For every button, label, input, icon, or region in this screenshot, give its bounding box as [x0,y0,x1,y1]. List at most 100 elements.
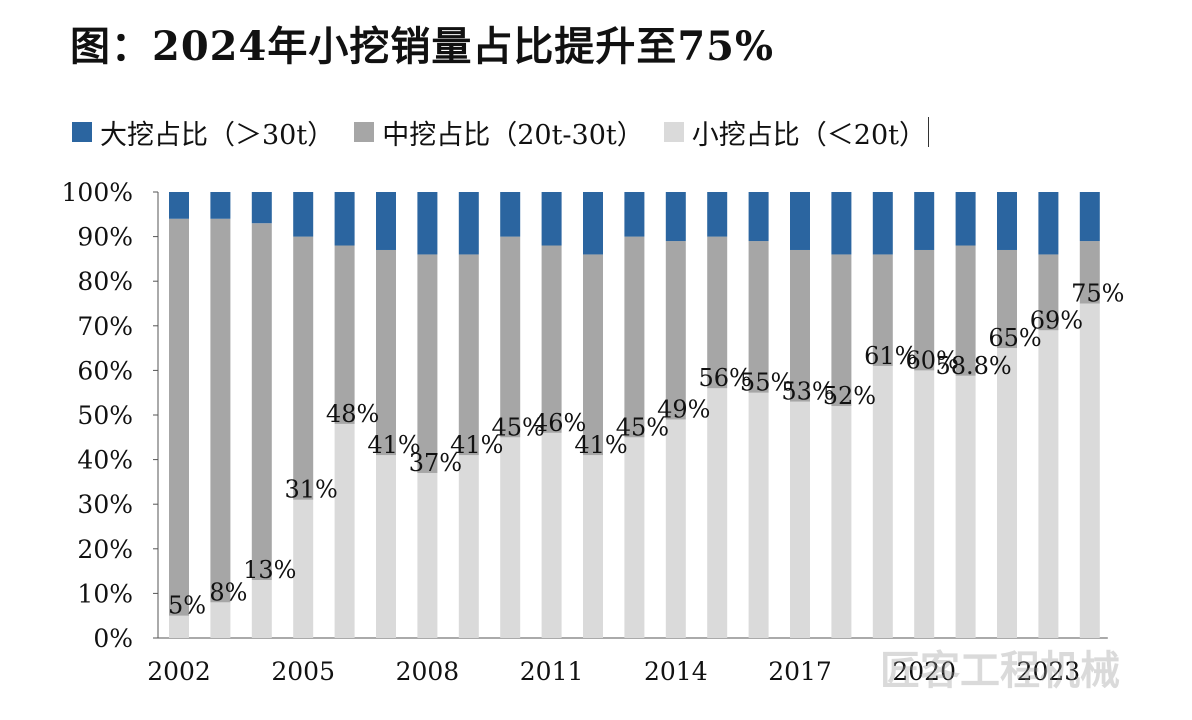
bar-segment [624,236,645,438]
data-label: 49% [657,395,710,423]
bar-segment [748,241,769,393]
bar-segment [169,218,189,616]
bar-segment [790,192,810,250]
bar-segment [541,432,562,638]
y-tick-label: 0% [93,624,133,653]
bar-segment [665,241,686,420]
bar-segment [914,370,935,638]
bar-segment [458,254,479,456]
bar-segment [1038,192,1059,255]
bar-segment [500,192,521,237]
data-label: 41% [574,431,627,459]
bar-segment [665,192,686,242]
bar-segment [210,602,231,638]
chart-title: 图：2024年小挖销量占比提升至75% [70,23,774,70]
data-label: 5% [168,592,206,620]
y-tick-label: 10% [77,579,133,608]
legend-swatch-large [72,122,92,142]
x-tick-label: 2011 [520,657,584,686]
x-tick-label: 2008 [396,657,460,686]
data-label: 69% [1030,306,1083,334]
bar-segment [955,245,976,376]
bar-segment [334,192,355,246]
bar-segment [376,455,396,638]
bar-segment [1038,254,1059,331]
bar-segment [500,437,521,638]
y-tick-label: 20% [77,535,133,564]
bar-segment [955,192,976,246]
bar-segment [293,499,314,638]
x-tick-label: 2017 [768,657,832,686]
bar-segment [583,192,603,255]
bar-segment [210,192,231,219]
data-label: 45% [616,413,669,441]
data-label: 56% [699,364,752,392]
y-tick-label: 70% [77,312,133,341]
bar-segment [872,254,893,366]
data-label: 31% [285,476,338,504]
bar-segment [458,192,479,255]
bar-segment [458,455,479,638]
bar-segment [583,254,603,456]
bar-segment [914,192,935,250]
data-label: 41% [367,431,420,459]
bar-segment [831,406,852,638]
bar-segment [790,249,810,402]
legend-item-large: 大挖占比（＞30t） [72,113,334,152]
bar-segment [500,236,521,438]
legend-divider [927,117,929,147]
chart-legend: 大挖占比（＞30t） 中挖占比（20t-30t） 小挖占比（＜20t） [72,112,949,152]
bar-segment [417,472,438,638]
bar-segment [955,375,976,638]
bar-segment [293,236,314,500]
bar-segment [1079,303,1100,638]
data-label: 48% [326,400,379,428]
x-tick-label: 2023 [1017,657,1081,686]
bar-segment [1079,192,1100,242]
bar-segment [293,192,314,237]
y-tick-label: 60% [77,356,133,385]
bar-segment [251,223,272,581]
bar-segment [169,192,189,219]
bar-segment [872,365,893,638]
bar-segment [707,388,728,638]
bar-segment [748,392,769,638]
legend-label-large: 大挖占比（＞30t） [100,119,335,151]
bar-segment [541,192,562,246]
bar-segment [997,348,1017,638]
legend-label-small: 小挖占比（＜20t） [691,119,926,151]
bar-segment [251,192,272,224]
bar-segment [831,192,852,255]
bar-segment [914,249,935,371]
x-tick-label: 2005 [271,657,335,686]
data-label: 37% [409,449,462,477]
data-label: 58.8% [935,352,1011,380]
bar-segment [169,615,189,638]
bar-segment [583,455,603,638]
data-label: 60% [906,346,959,374]
bar-segment [707,192,728,237]
bar-segment [748,192,769,242]
data-label: 13% [243,556,296,584]
y-tick-label: 30% [77,490,133,519]
data-label: 46% [533,409,586,437]
bar-segment [831,254,852,407]
y-tick-label: 100% [62,178,133,207]
x-tick-label: 2014 [644,657,708,686]
legend-swatch-small [663,122,684,142]
bar-segment [251,580,272,638]
legend-item-small: 小挖占比（＜20t） [663,113,929,152]
data-label: 45% [492,413,545,441]
bar-segment [790,401,810,638]
x-tick-label: 2020 [892,657,956,686]
data-label: 55% [740,369,793,397]
bar-segment [417,192,438,255]
bar-segment [1079,241,1100,304]
bar-segment [417,254,438,473]
bar-segment [624,192,645,237]
data-label: 65% [988,324,1041,352]
data-label: 75% [1071,280,1124,308]
y-tick-label: 40% [77,446,133,475]
bar-segment [334,423,355,638]
bar-segment [210,218,231,603]
